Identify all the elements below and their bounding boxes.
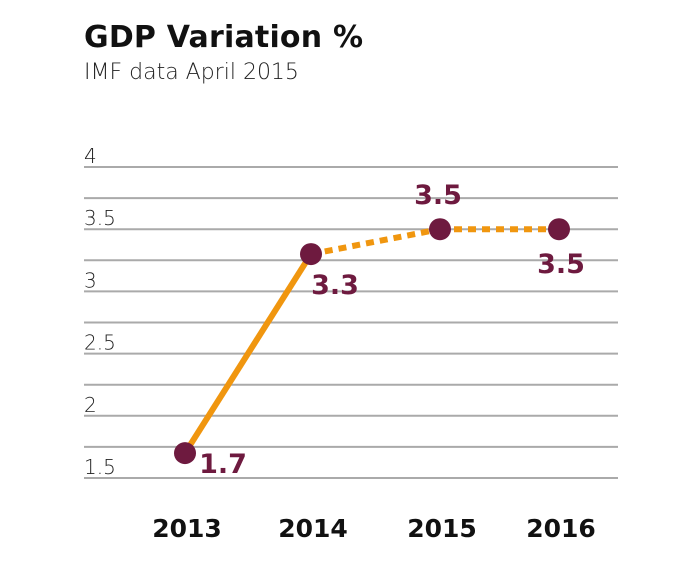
data-labels: 1.7 3.3 3.5 3.5 [199, 180, 585, 480]
chart-subtitle: IMF data April 2015 [84, 60, 299, 85]
x-tick-labels: 2013 2014 2015 2016 [152, 514, 596, 543]
y-tick-label: 1.5 [84, 455, 116, 479]
y-tick-label: 3 [84, 268, 97, 292]
data-label: 1.7 [199, 449, 247, 480]
data-label: 3.5 [537, 249, 585, 280]
data-point [174, 442, 196, 465]
data-point [300, 243, 322, 266]
x-tick-label: 2016 [526, 514, 596, 543]
data-point [429, 218, 451, 241]
series-lines [182, 226, 559, 455]
series-segment [182, 252, 314, 455]
chart-title: GDP Variation % [84, 20, 364, 55]
data-markers [174, 218, 570, 465]
data-label: 3.3 [311, 270, 359, 301]
x-tick-label: 2013 [152, 514, 222, 543]
y-tick-label: 2 [84, 393, 97, 417]
data-label: 3.5 [414, 180, 462, 211]
y-tick-label: 2.5 [84, 331, 116, 355]
y-tick-label: 3.5 [84, 206, 116, 230]
x-tick-label: 2015 [407, 514, 477, 543]
y-tick-label: 4 [84, 144, 97, 168]
series-segment [310, 226, 441, 258]
data-point [548, 218, 570, 241]
grid-lines [84, 166, 618, 479]
x-tick-label: 2014 [278, 514, 348, 543]
y-tick-labels: 1.5 2 2.5 3 3.5 4 [84, 144, 116, 479]
